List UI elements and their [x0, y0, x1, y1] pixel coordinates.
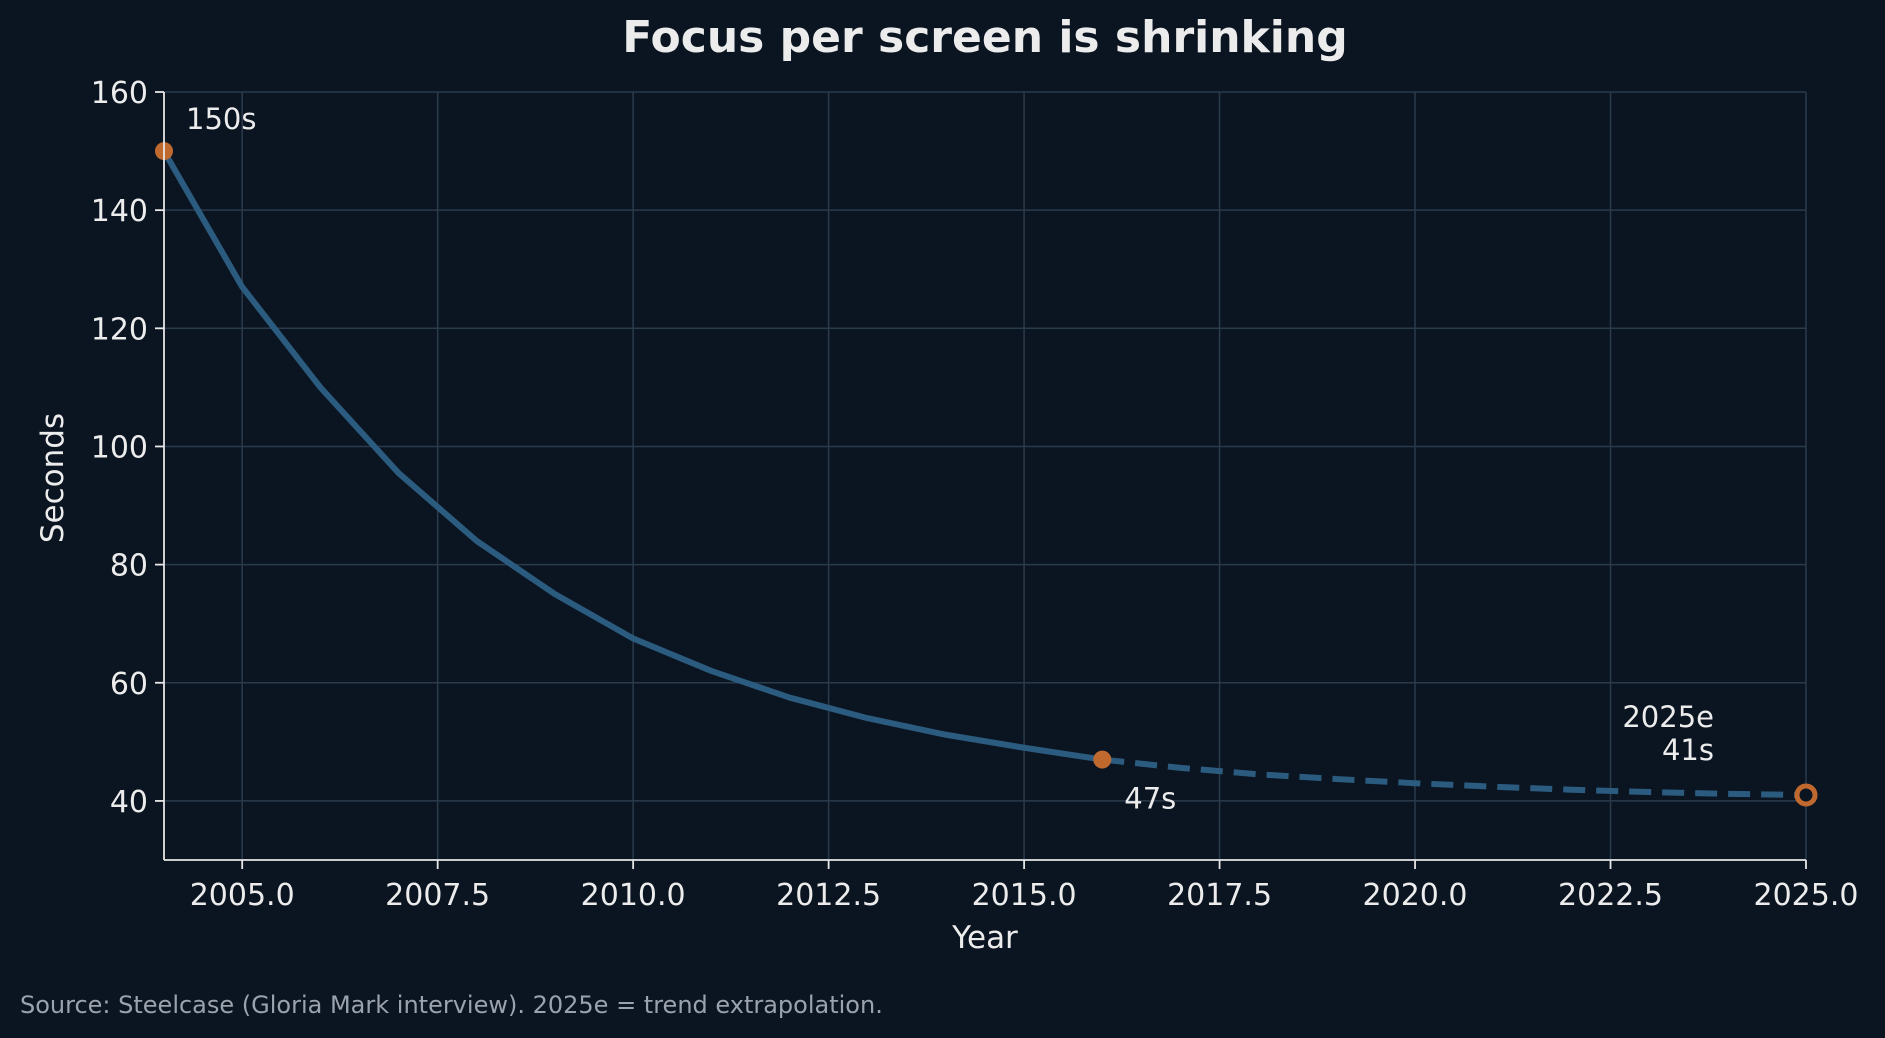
data-point-marker-estimate	[1794, 783, 1818, 807]
annotation-label: 150s	[186, 102, 256, 136]
grid	[164, 91, 1807, 860]
y-tick-label: 40	[110, 785, 148, 820]
x-tick-label: 2005.0	[190, 878, 295, 913]
x-tick-label: 2010.0	[581, 878, 686, 913]
x-axis-label: Year	[951, 920, 1018, 956]
y-tick-label: 160	[91, 76, 148, 111]
annotation-line: 41s	[1662, 733, 1714, 767]
y-tick-label: 60	[110, 667, 148, 702]
annotation-label: 2025e 41s	[1622, 700, 1714, 767]
y-axis-label: Seconds	[35, 413, 71, 543]
y-tick-label: 140	[91, 194, 148, 229]
source-note: Source: Steelcase (Gloria Mark interview…	[20, 991, 883, 1019]
data-point-marker	[1093, 750, 1112, 769]
y-tick-label: 80	[110, 549, 148, 584]
series-line-projected	[1101, 756, 1807, 799]
y-tick-label: 120	[91, 312, 148, 347]
series-layer	[161, 149, 1807, 799]
y-tick-label: 100	[91, 430, 148, 465]
x-tick-label: 2007.5	[385, 878, 490, 913]
x-tick-label: 2015.0	[972, 878, 1077, 913]
chart-title: Focus per screen is shrinking	[622, 12, 1347, 63]
x-tick-label: 2017.5	[1167, 878, 1272, 913]
x-tick-label: 2022.5	[1558, 878, 1663, 913]
marker-layer	[155, 142, 1818, 807]
series-line-observed	[161, 149, 1103, 763]
x-tick-label: 2025.0	[1754, 878, 1859, 913]
annotation-line: 47s	[1124, 782, 1176, 816]
x-tick-label: 2020.0	[1363, 878, 1468, 913]
annotation-line: 2025e	[1622, 700, 1714, 734]
x-tick-label: 2012.5	[776, 878, 881, 913]
annotation-label: 47s	[1124, 782, 1176, 816]
annotation-layer: 150s 47s 2025e 41s	[186, 102, 1714, 815]
annotation-line: 150s	[186, 102, 256, 136]
ticks: 2005.0 2007.5 2010.0 2012.5 2015.0 2017.5 2020…	[91, 76, 1859, 913]
